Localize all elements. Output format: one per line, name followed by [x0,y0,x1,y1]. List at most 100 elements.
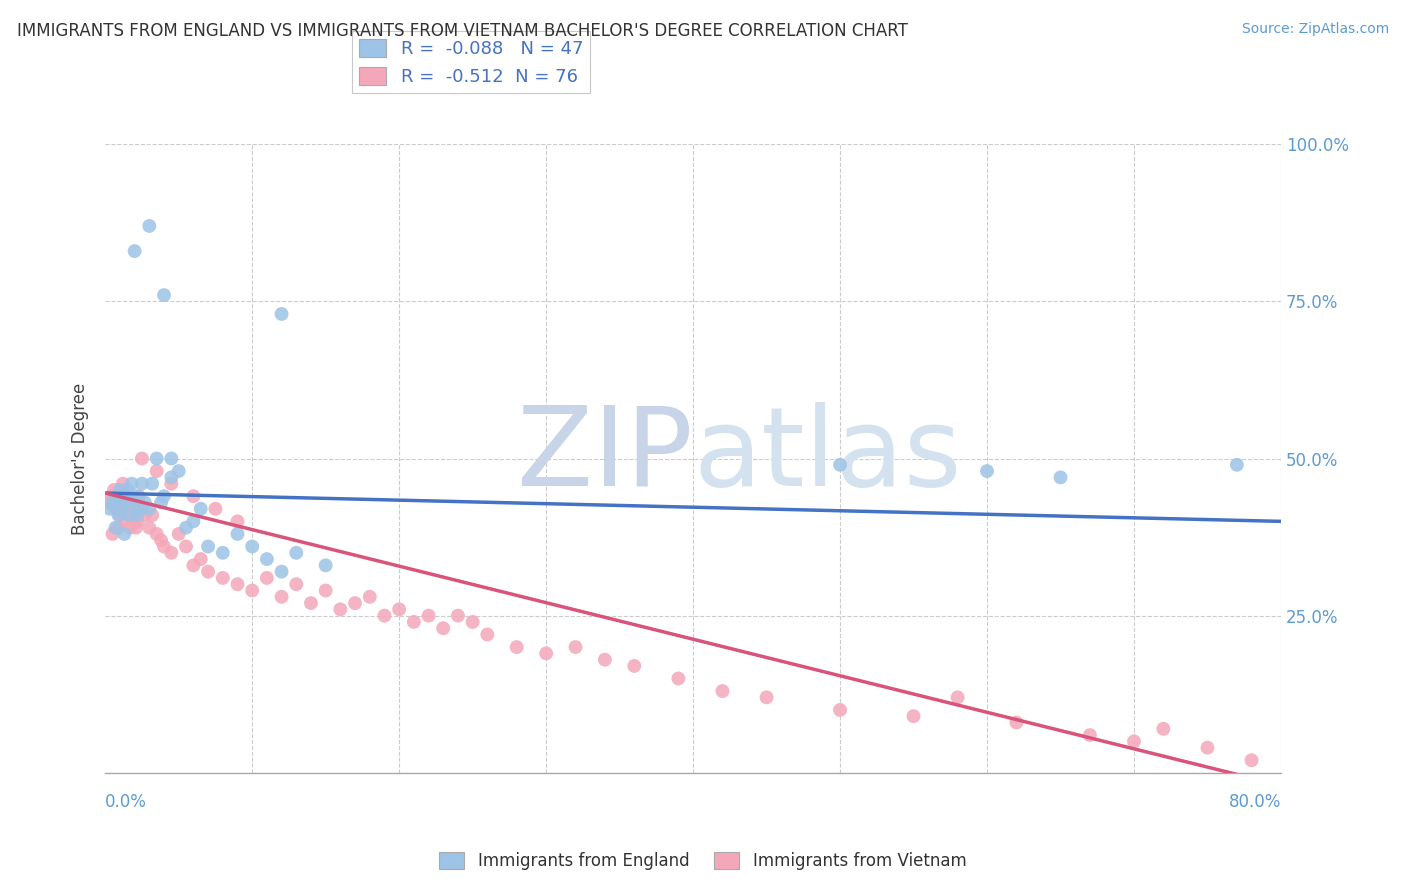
Point [1005,715,1028,730]
Point [226,514,249,528]
Y-axis label: Bachelor's Degree: Bachelor's Degree [72,383,89,534]
Point [145,451,167,466]
Point [131,451,153,466]
Point [134,495,156,509]
Point [111,489,134,503]
Point [447,608,470,623]
Point [344,596,367,610]
Point [183,558,205,573]
Point [105,489,128,503]
Point [125,521,148,535]
Point [100,489,122,503]
Point [112,514,135,528]
Point [402,615,425,629]
Point [534,646,557,660]
Point [114,501,136,516]
Legend: R =  -0.088   N = 47, R =  -0.512  N = 76: R = -0.088 N = 47, R = -0.512 N = 76 [352,31,591,94]
Point [211,571,233,585]
Point [150,495,173,509]
Text: Source: ZipAtlas.com: Source: ZipAtlas.com [1241,22,1389,37]
Point [329,602,352,616]
Point [117,489,139,503]
Text: 80.0%: 80.0% [1229,793,1281,812]
Point [153,540,176,554]
Point [134,508,156,522]
Point [204,501,226,516]
Point [118,508,141,522]
Point [903,709,925,723]
Point [174,540,197,554]
Point [167,527,190,541]
Point [97,495,120,509]
Point [110,495,132,509]
Point [299,596,322,610]
Point [666,672,689,686]
Point [138,521,160,535]
Point [124,495,146,509]
Point [124,495,146,509]
Point [461,615,484,629]
Text: 0.0%: 0.0% [105,793,148,812]
Point [477,627,499,641]
Point [183,514,205,528]
Point [256,552,278,566]
Point [256,571,278,585]
Point [197,565,219,579]
Point [150,533,173,548]
Point [174,521,197,535]
Point [108,483,131,497]
Point [103,483,125,497]
Point [104,521,127,535]
Point [197,540,219,554]
Text: atlas: atlas [693,402,962,508]
Point [107,521,129,535]
Point [1152,722,1174,736]
Point [127,508,149,522]
Point [120,489,142,503]
Point [114,495,136,509]
Point [285,577,308,591]
Point [211,546,233,560]
Text: IMMIGRANTS FROM ENGLAND VS IMMIGRANTS FROM VIETNAM BACHELOR'S DEGREE CORRELATION: IMMIGRANTS FROM ENGLAND VS IMMIGRANTS FR… [17,22,908,40]
Point [976,464,998,478]
Point [506,640,529,654]
Point [285,546,308,560]
Point [1078,728,1101,742]
Point [131,476,153,491]
Point [153,489,176,503]
Point [108,508,131,522]
Point [160,470,183,484]
Point [124,244,146,258]
Point [1049,470,1071,484]
Point [711,684,734,698]
Point [226,577,249,591]
Point [112,527,135,541]
Point [946,690,969,705]
Point [128,501,150,516]
Point [141,476,163,491]
Point [145,464,167,478]
Text: ZIP: ZIP [517,402,693,508]
Point [111,476,134,491]
Point [270,307,292,321]
Point [160,476,183,491]
Point [101,495,124,509]
Point [167,464,190,478]
Point [755,690,778,705]
Point [240,540,263,554]
Point [117,483,139,497]
Point [128,489,150,503]
Point [131,501,153,516]
Point [623,659,645,673]
Point [183,489,205,503]
Point [107,508,129,522]
Point [388,602,411,616]
Point [110,501,132,516]
Point [418,608,440,623]
Point [226,527,249,541]
Point [120,521,142,535]
Point [190,552,212,566]
Point [145,527,167,541]
Point [432,621,454,635]
Point [359,590,381,604]
